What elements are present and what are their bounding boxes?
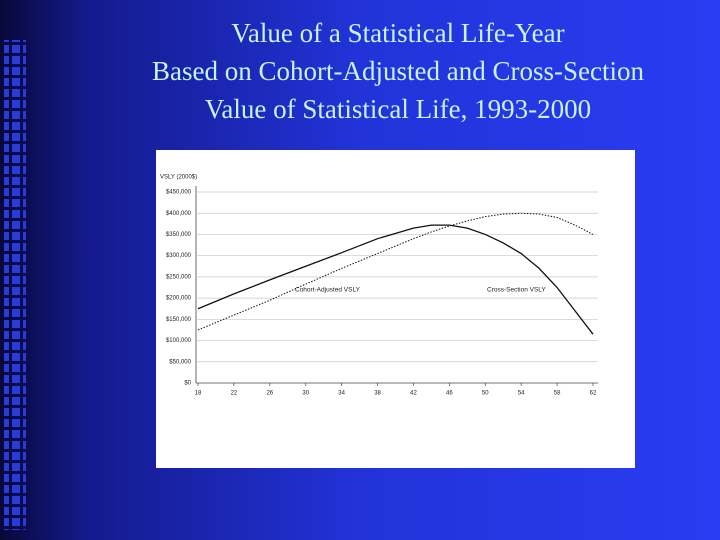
y-tick-label: $450,000 <box>166 190 192 196</box>
title-line: Based on Cohort-Adjusted and Cross-Secti… <box>152 56 644 86</box>
x-tick-label: 18 <box>195 391 202 397</box>
x-tick-label: 30 <box>302 391 309 397</box>
x-tick-label: 26 <box>266 391 273 397</box>
y-axis-label: VSLY (2000$) <box>160 175 197 181</box>
x-tick-label: 38 <box>374 391 381 397</box>
y-tick-label: $350,000 <box>166 232 192 238</box>
title-line: Value of Statistical Life, 1993-2000 <box>205 94 591 124</box>
decorative-squares <box>4 40 26 530</box>
series-line <box>197 224 594 335</box>
x-tick-label: 50 <box>482 391 489 397</box>
y-tick-label: $250,000 <box>166 274 192 280</box>
y-tick-label: $150,000 <box>166 317 192 323</box>
series-line <box>197 212 594 331</box>
x-tick-label: 42 <box>410 391 417 397</box>
y-tick-label: $100,000 <box>166 338 192 344</box>
series-label: Cross-Section VSLY <box>487 287 546 294</box>
y-tick-label: $50,000 <box>169 359 191 365</box>
chart-panel <box>156 150 635 468</box>
x-tick-label: 34 <box>338 391 345 397</box>
y-tick-label: $0 <box>184 381 191 387</box>
x-tick-label: 46 <box>446 391 453 397</box>
y-tick-label: $200,000 <box>166 296 192 302</box>
x-tick-label: 58 <box>554 391 561 397</box>
series-label: Cohort-Adjusted VSLY <box>295 287 361 294</box>
x-tick-label: 54 <box>518 391 525 397</box>
title-line: Value of a Statistical Life-Year <box>231 18 564 48</box>
x-tick-label: 62 <box>590 391 597 397</box>
y-tick-label: $400,000 <box>166 211 192 217</box>
y-tick-label: $300,000 <box>166 253 192 259</box>
x-tick-label: 22 <box>231 391 238 397</box>
